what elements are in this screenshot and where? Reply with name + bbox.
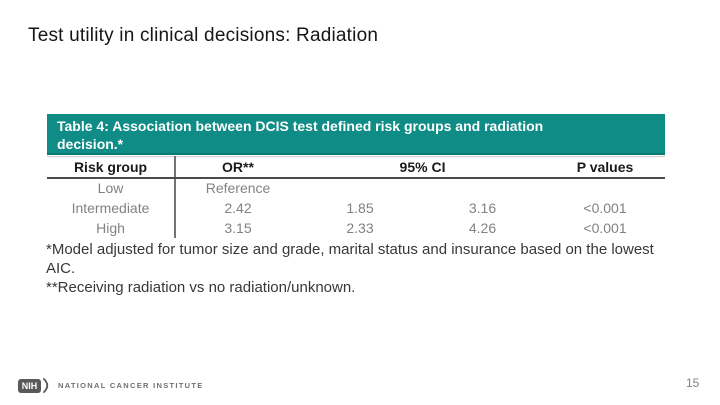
table-header-row: Risk group OR** 95% CI P values — [47, 156, 666, 179]
table-caption-line-2: decision.* — [57, 136, 124, 152]
table-footnotes: *Model adjusted for tumor size and grade… — [46, 240, 674, 297]
results-table: Risk group OR** 95% CI P values Low Refe… — [47, 156, 666, 238]
cell-or: 2.42 — [224, 199, 252, 216]
table-row-low: Low Reference — [47, 177, 665, 198]
page-number: 15 — [686, 376, 700, 390]
table-caption-banner: Table 4: Association between DCIS test d… — [47, 114, 665, 155]
cell-p-value: <0.001 — [583, 219, 627, 236]
cell-ci-high: 3.16 — [468, 199, 497, 216]
cell-risk-group: High — [47, 217, 176, 238]
cell-p-value: <0.001 — [583, 199, 627, 216]
footnote-receiving-radiation: **Receiving radiation vs no radiation/un… — [46, 279, 356, 296]
table-row-intermediate: Intermediate 2.42 1.85 3.16 <0.001 — [47, 197, 665, 218]
cell-ci-low — [300, 178, 420, 198]
cell-risk-group: Intermediate — [47, 197, 176, 218]
column-header-p-values: P values — [545, 156, 666, 179]
cell-or: 3.15 — [224, 219, 252, 236]
nih-logo-mark: NIH — [18, 378, 41, 393]
column-header-95ci: 95% CI — [300, 156, 546, 179]
cell-ci-low: 1.85 — [346, 199, 374, 216]
column-header-risk-group: Risk group — [47, 156, 176, 179]
cell-ci-high — [420, 178, 545, 198]
nih-chevron-icon — [43, 378, 49, 393]
cell-risk-group: Low — [47, 177, 176, 198]
table-row-high: High 3.15 2.33 4.26 <0.001 — [47, 217, 665, 238]
institute-name-label: NATIONAL CANCER INSTITUTE — [58, 381, 204, 390]
cell-ci-low: 2.33 — [346, 219, 374, 236]
cell-or: Reference — [205, 180, 271, 196]
column-header-or: OR** — [175, 156, 300, 179]
table-caption-line-1: Table 4: Association between DCIS test d… — [57, 118, 544, 134]
nci-logo: NIH NATIONAL CANCER INSTITUTE — [18, 378, 204, 393]
cell-p-value — [545, 178, 665, 198]
nih-logo-text: NIH — [21, 380, 38, 391]
slide-title: Test utility in clinical decisions: Radi… — [28, 25, 379, 46]
cell-ci-high: 4.26 — [468, 219, 497, 236]
footnote-model-adjustment: *Model adjusted for tumor size and grade… — [46, 241, 654, 277]
